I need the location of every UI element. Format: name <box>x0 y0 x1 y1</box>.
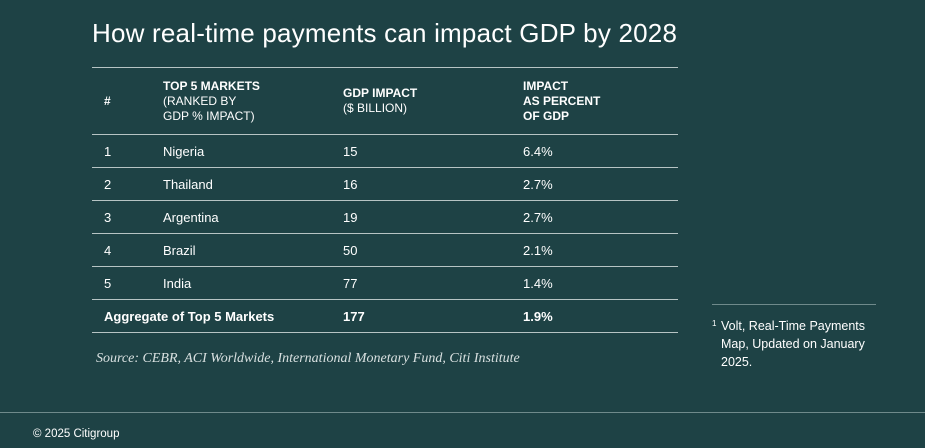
header-market: TOP 5 MARKETS (RANKED BY GDP % IMPACT) <box>163 78 260 123</box>
row-num: 3 <box>104 209 112 225</box>
row-num: 5 <box>104 275 112 291</box>
header-impact-percent: IMPACT AS PERCENT OF GDP <box>523 78 601 123</box>
footnote: 1 Volt, Real-Time Payments Map, Updated … <box>712 317 892 371</box>
gdp-impact-table: # TOP 5 MARKETS (RANKED BY GDP % IMPACT)… <box>92 67 678 333</box>
table-row: 3 Argentina 19 2.7% <box>92 201 678 234</box>
row-pct: 1.4% <box>523 275 553 291</box>
row-num: 4 <box>104 242 112 258</box>
row-gdp: 50 <box>343 242 358 258</box>
table-row: 4 Brazil 50 2.1% <box>92 234 678 267</box>
row-pct: 2.1% <box>523 242 553 258</box>
row-market: Thailand <box>163 176 213 192</box>
table-row: 2 Thailand 16 2.7% <box>92 168 678 201</box>
copyright: © 2025 Citigroup <box>33 428 120 440</box>
header-gdp-impact: GDP IMPACT ($ BILLION) <box>343 86 418 115</box>
aggregate-pct: 1.9% <box>523 308 553 324</box>
table-row: 1 Nigeria 15 6.4% <box>92 135 678 168</box>
page-title: How real-time payments can impact GDP by… <box>92 18 678 48</box>
aggregate-label: Aggregate of Top 5 Markets <box>104 308 275 324</box>
row-market: Brazil <box>163 242 196 258</box>
row-pct: 2.7% <box>523 176 553 192</box>
row-gdp: 19 <box>343 209 358 225</box>
table-header-row: # TOP 5 MARKETS (RANKED BY GDP % IMPACT)… <box>92 67 678 135</box>
aggregate-row: Aggregate of Top 5 Markets 177 1.9% <box>92 300 678 333</box>
row-gdp: 16 <box>343 176 358 192</box>
footer-divider <box>0 412 925 413</box>
row-market: India <box>163 275 192 291</box>
footnote-divider <box>712 304 876 305</box>
row-gdp: 77 <box>343 275 358 291</box>
aggregate-gdp: 177 <box>343 308 365 324</box>
row-market: Nigeria <box>163 143 205 159</box>
row-pct: 6.4% <box>523 143 553 159</box>
row-num: 2 <box>104 176 112 192</box>
header-num: # <box>104 93 111 108</box>
row-market: Argentina <box>163 209 219 225</box>
footnote-marker: 1 <box>712 319 717 328</box>
row-num: 1 <box>104 143 112 159</box>
row-gdp: 15 <box>343 143 358 159</box>
table-row: 5 India 77 1.4% <box>92 267 678 300</box>
source-note: Source: CEBR, ACI Worldwide, Internation… <box>96 351 520 366</box>
row-pct: 2.7% <box>523 209 553 225</box>
footnote-text: Volt, Real-Time Payments Map, Updated on… <box>721 319 866 369</box>
